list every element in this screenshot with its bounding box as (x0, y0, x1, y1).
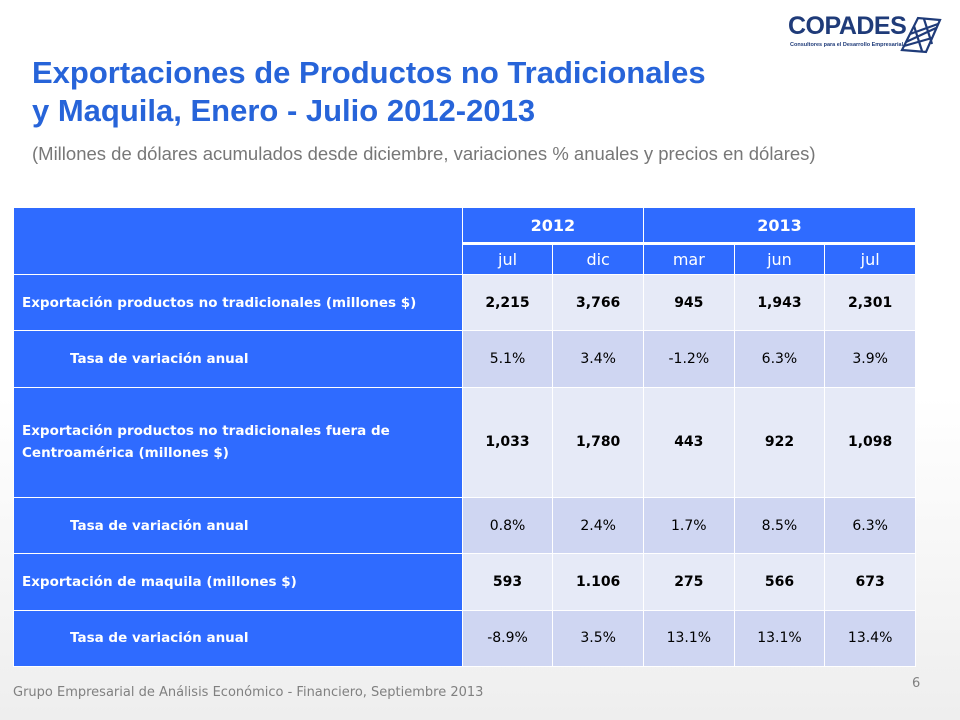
year-header-2013: 2013 (642, 207, 917, 244)
table-row: Exportación productos no tradicionales f… (13, 386, 916, 498)
page-number: 6 (912, 676, 921, 691)
table-cell: 3.4% (552, 330, 644, 388)
slide-subtitle: (Millones de dólares acumulados desde di… (32, 143, 816, 164)
table-cell: 3,766 (552, 273, 644, 332)
table-cell: 2.4% (552, 496, 644, 555)
month-header: jun (733, 242, 826, 275)
month-header: jul (824, 242, 916, 275)
exports-table: 2012 2013 jul dic mar jun jul Exportació… (13, 207, 917, 668)
table-cell: 922 (733, 386, 826, 498)
row-label: Tasa de variación anual (13, 330, 463, 388)
table-cell: 3.9% (824, 330, 916, 388)
table-cell: 0.8% (461, 496, 554, 555)
table-cell: 443 (642, 386, 735, 498)
table-cell: 1,098 (824, 386, 916, 498)
table-cell: -8.9% (461, 609, 554, 668)
table-cell: 13.1% (733, 609, 826, 668)
table-cell: 2,215 (461, 273, 554, 332)
table-cell: -1.2% (642, 330, 735, 388)
table-row: Tasa de variación anual 0.8% 2.4% 1.7% 8… (13, 496, 916, 555)
month-header: dic (552, 242, 644, 275)
month-header: jul (461, 242, 554, 275)
table-cell: 1,033 (461, 386, 554, 498)
table-row: Tasa de variación anual 5.1% 3.4% -1.2% … (13, 330, 916, 388)
table-cell: 673 (824, 553, 916, 611)
table-cell: 13.1% (642, 609, 735, 668)
footer-text: Grupo Empresarial de Análisis Económico … (13, 685, 484, 700)
title-line-2: y Maquila, Enero - Julio 2012-2013 (32, 93, 536, 128)
title-line-1: Exportaciones de Productos no Tradiciona… (32, 55, 706, 90)
table-cell: 8.5% (733, 496, 826, 555)
table-cell: 13.4% (824, 609, 916, 668)
table-cell: 6.3% (733, 330, 826, 388)
slide-title: Exportaciones de Productos no Tradiciona… (32, 54, 892, 130)
table-cell: 593 (461, 553, 554, 611)
table-cell: 3.5% (552, 609, 644, 668)
year-header-2012: 2012 (461, 207, 644, 244)
row-label: Exportación de maquila (millones $) (13, 553, 463, 611)
table-row: Exportación de maquila (millones $) 593 … (13, 553, 916, 611)
table-cell: 566 (733, 553, 826, 611)
table-cell: 2,301 (824, 273, 916, 332)
globe-icon (900, 16, 942, 54)
table-cell: 275 (642, 553, 735, 611)
table-corner-cell (13, 207, 463, 275)
row-label: Tasa de variación anual (13, 609, 463, 668)
table-cell: 5.1% (461, 330, 554, 388)
table-cell: 1,780 (552, 386, 644, 498)
table-cell: 1,943 (733, 273, 826, 332)
row-label: Tasa de variación anual (13, 496, 463, 555)
table-row: Tasa de variación anual -8.9% 3.5% 13.1%… (13, 609, 916, 668)
table-cell: 1.106 (552, 553, 644, 611)
row-label: Exportación productos no tradicionales (… (13, 273, 463, 332)
month-header: mar (642, 242, 735, 275)
table-cell: 945 (642, 273, 735, 332)
copades-logo: COPADES Consultores para el Desarrollo E… (788, 12, 950, 58)
logo-wordmark: COPADES (788, 12, 907, 40)
table-row: Exportación productos no tradicionales (… (13, 273, 916, 332)
logo-tagline: Consultores para el Desarrollo Empresari… (790, 42, 904, 48)
table-cell: 6.3% (824, 496, 916, 555)
table-cell: 1.7% (642, 496, 735, 555)
row-label: Exportación productos no tradicionales f… (13, 386, 463, 498)
